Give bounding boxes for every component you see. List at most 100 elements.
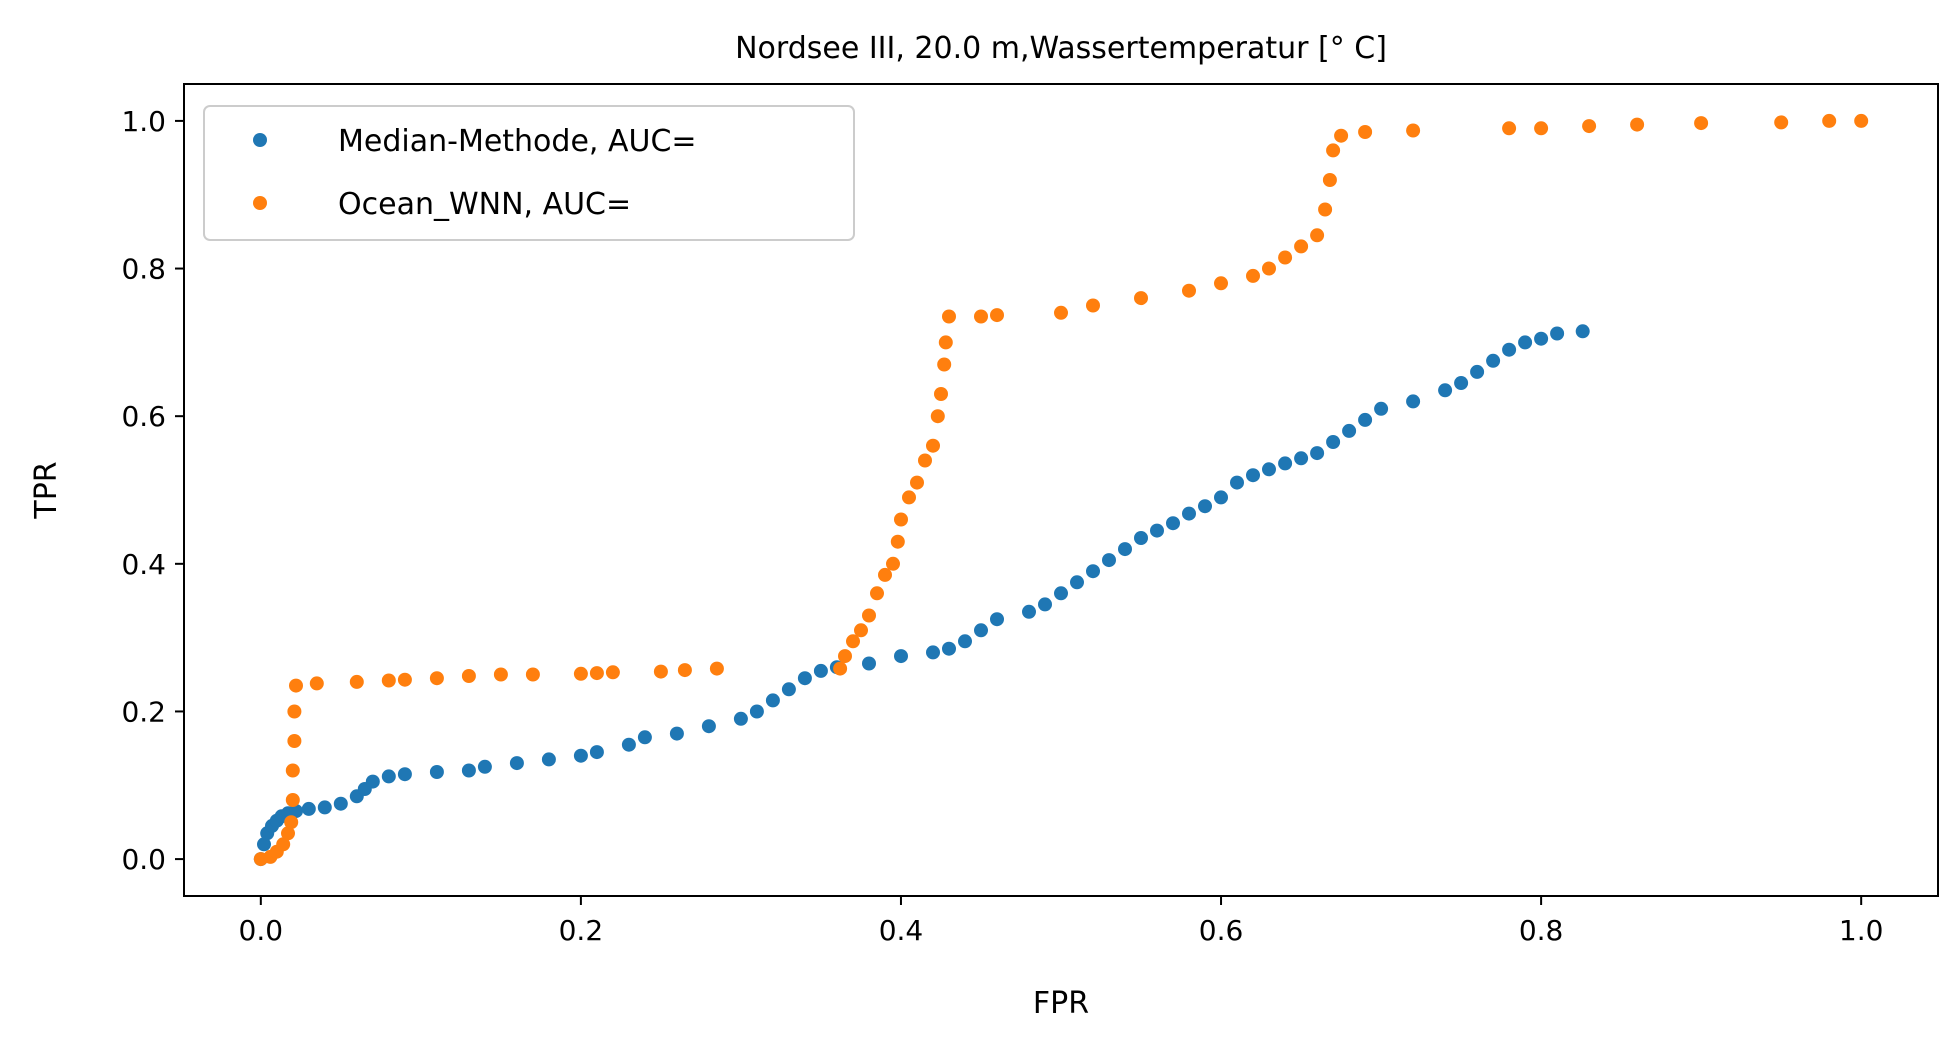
data-point-s0-10	[333, 796, 348, 811]
data-point-s0-66	[1454, 376, 1469, 390]
data-point-s1-46	[1054, 305, 1068, 320]
data-point-s1-48	[1134, 291, 1148, 306]
data-point-s1-63	[1534, 121, 1549, 136]
chart-title: Nordsee III, 20.0 m,Wassertemperatur [° …	[735, 31, 1387, 66]
series-0	[253, 324, 1590, 867]
data-point-s1-26	[838, 649, 852, 664]
legend-marker-median-methode	[253, 133, 267, 147]
data-point-s1-68	[1822, 113, 1837, 128]
x-tick-label: 0.6	[1199, 914, 1244, 947]
data-point-s0-39	[974, 623, 988, 638]
data-point-s0-60	[1326, 435, 1341, 449]
data-point-s1-62	[1502, 121, 1517, 136]
data-point-s1-40	[934, 387, 948, 401]
data-point-s0-23	[621, 737, 636, 752]
data-point-s0-20	[541, 752, 556, 767]
data-point-s0-37	[942, 641, 956, 656]
data-point-s1-22	[653, 664, 668, 679]
data-point-s0-25	[669, 726, 684, 741]
data-point-s1-19	[573, 666, 588, 681]
data-point-s0-14	[381, 769, 396, 784]
data-point-s0-51	[1182, 506, 1196, 521]
data-point-s1-27	[846, 634, 860, 649]
data-point-s0-31	[797, 671, 812, 686]
data-point-s1-58	[1326, 143, 1341, 158]
data-point-s0-38	[958, 634, 972, 649]
data-point-s0-65	[1438, 383, 1453, 398]
data-point-s0-64	[1406, 394, 1421, 409]
data-point-s0-71	[1534, 331, 1549, 346]
x-axis-label: FPR	[1033, 986, 1089, 1021]
data-point-s1-30	[870, 586, 884, 601]
axes-frame	[183, 83, 1939, 897]
data-point-s0-21	[573, 748, 588, 763]
data-point-s0-48	[1134, 531, 1148, 545]
data-point-s1-5	[284, 815, 299, 830]
data-point-s0-36	[926, 645, 940, 660]
data-point-s0-56	[1262, 462, 1276, 477]
data-point-s0-35	[894, 649, 908, 664]
data-point-s1-65	[1630, 117, 1645, 132]
data-point-s1-49	[1182, 283, 1196, 298]
data-point-s1-47	[1086, 298, 1100, 313]
data-point-s0-22	[589, 745, 604, 760]
data-point-s1-32	[886, 556, 900, 571]
data-point-s1-8	[287, 734, 302, 748]
data-point-s0-69	[1502, 342, 1517, 357]
data-point-s1-54	[1294, 239, 1309, 254]
legend: Median-Methode, AUC= Ocean_WNN, AUC=	[203, 105, 855, 241]
data-point-s1-33	[890, 534, 905, 549]
data-point-s0-1	[257, 837, 271, 852]
x-tick-label: 1.0	[1839, 914, 1884, 947]
data-point-s1-10	[289, 678, 303, 693]
x-tick-label: 0.2	[559, 914, 604, 947]
data-point-s1-31	[878, 567, 892, 582]
data-point-s0-45	[1086, 564, 1100, 579]
data-point-s0-28	[749, 704, 764, 719]
y-tick-label: 0.2	[121, 695, 166, 728]
data-point-s0-15	[397, 767, 412, 782]
x-tick-label: 0.8	[1519, 914, 1564, 947]
data-point-s1-28	[854, 623, 868, 638]
data-point-s1-50	[1214, 276, 1228, 291]
data-point-s1-12	[349, 674, 364, 689]
data-point-s1-35	[902, 490, 916, 505]
data-point-s1-9	[287, 704, 302, 719]
data-point-s1-4	[281, 826, 295, 841]
data-point-s1-7	[285, 763, 300, 778]
y-axis-label: TPR	[29, 461, 64, 519]
data-point-s1-16	[461, 669, 476, 683]
data-point-s0-42	[1038, 597, 1052, 612]
y-axis: 0.0 0.2 0.4 0.6 0.8 1.0	[121, 105, 184, 876]
data-point-s0-29	[765, 693, 780, 708]
data-point-s0-40	[990, 612, 1004, 627]
data-point-s0-52	[1198, 499, 1212, 514]
legend-marker-ocean-wnn	[253, 196, 267, 210]
legend-label-ocean-wnn: Ocean_WNN, AUC=	[338, 187, 631, 222]
data-point-s0-27	[733, 711, 748, 726]
data-point-s1-25	[833, 661, 848, 676]
data-point-s1-61	[1406, 123, 1421, 138]
plot-area	[253, 113, 1869, 867]
data-point-s0-70	[1518, 335, 1533, 350]
data-point-s0-53	[1214, 490, 1228, 505]
data-point-s0-43	[1054, 586, 1068, 601]
data-point-s0-57	[1278, 456, 1293, 471]
data-point-s1-23	[677, 663, 692, 678]
data-point-s0-8	[301, 801, 316, 816]
y-tick-label: 0.6	[121, 400, 166, 433]
x-tick-label: 0.0	[239, 914, 284, 947]
x-axis: 0.0 0.2 0.4 0.6 0.8 1.0	[239, 896, 1884, 947]
data-point-s1-39	[930, 409, 945, 424]
data-point-s1-59	[1334, 128, 1349, 143]
data-point-s0-13	[365, 774, 380, 789]
data-point-s0-17	[461, 763, 476, 778]
data-point-s1-29	[862, 608, 876, 623]
data-point-s1-51	[1246, 268, 1260, 283]
data-point-s0-54	[1230, 475, 1244, 490]
data-point-s0-55	[1246, 468, 1260, 483]
data-point-s1-60	[1358, 125, 1373, 139]
data-point-s0-24	[637, 730, 652, 745]
data-point-s0-32	[813, 663, 828, 678]
data-point-s0-47	[1118, 542, 1132, 557]
